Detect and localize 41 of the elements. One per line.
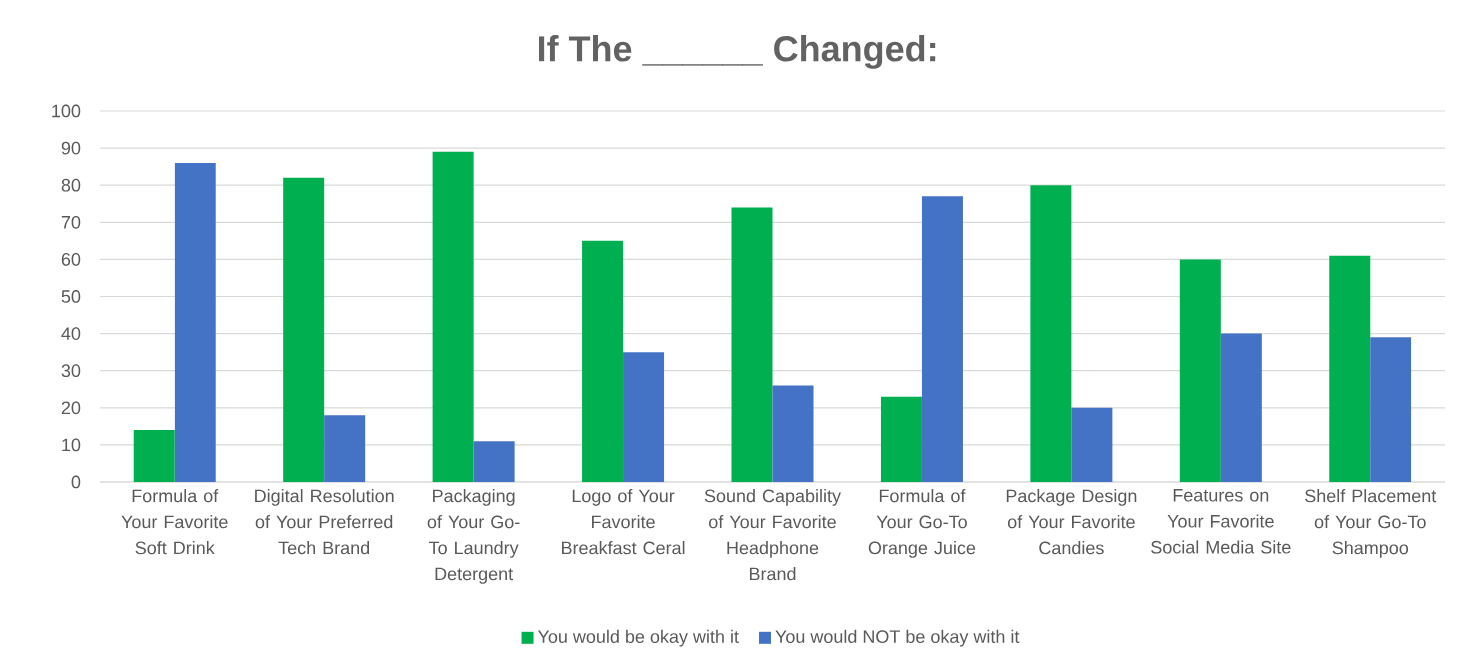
bar (623, 352, 665, 482)
bar (1220, 333, 1262, 482)
y-tick-label: 0 (71, 475, 81, 489)
legend-label: You would be okay with it (537, 629, 739, 647)
y-tick-label: 50 (61, 290, 81, 303)
y-tick-label: 80 (61, 178, 81, 192)
x-tick-label: Shelf Placement of Your Go-To Shampoo (1305, 489, 1437, 558)
bar (731, 207, 773, 482)
bar (772, 385, 814, 482)
bar (473, 441, 515, 482)
x-tick-label: Logo of Your Favorite Breakfast Ceral (562, 489, 685, 555)
bar (283, 177, 325, 482)
y-tick-label: 30 (61, 364, 81, 378)
x-tick-label: Package Design of Your Favorite Candies (1006, 489, 1137, 555)
bar (1179, 259, 1221, 482)
bar (1370, 337, 1412, 482)
y-tick-label: 60 (61, 253, 81, 266)
bar (921, 196, 963, 482)
y-tick-label: 90 (61, 141, 81, 155)
bar (432, 151, 474, 482)
bar (324, 415, 366, 482)
bar (880, 396, 922, 482)
x-tick-label: Sound Capability of Your Favorite Headphone Brand (704, 489, 841, 581)
legend-label: You would NOT be okay with it (775, 629, 1020, 647)
y-tick-label: 10 (62, 438, 81, 452)
y-tick-label: 100 (52, 104, 81, 118)
y-tick-label: 70 (61, 215, 81, 229)
x-tick-label: Packaging of Your Go-To Laundry Detergent (427, 489, 520, 584)
x-tick-label: Formula of Your Favorite Soft Drink (121, 489, 228, 555)
x-tick-label: Digital Resolution of Your Preferred Tech Brand (255, 489, 394, 555)
y-tick-label: 20 (61, 401, 81, 415)
y-tick-label: 40 (61, 327, 81, 340)
x-tick-label: Features on Your Favorite Social Media Site (1151, 489, 1291, 554)
x-tick-label: Formula of Your Go-To Orange Juice (868, 489, 976, 558)
bar (1329, 255, 1371, 482)
bar (133, 430, 175, 482)
bar (1071, 407, 1113, 482)
bar (582, 240, 624, 482)
bar (1030, 185, 1072, 482)
chart-title: If The ______ Changed: (538, 35, 936, 69)
bar (174, 162, 216, 482)
